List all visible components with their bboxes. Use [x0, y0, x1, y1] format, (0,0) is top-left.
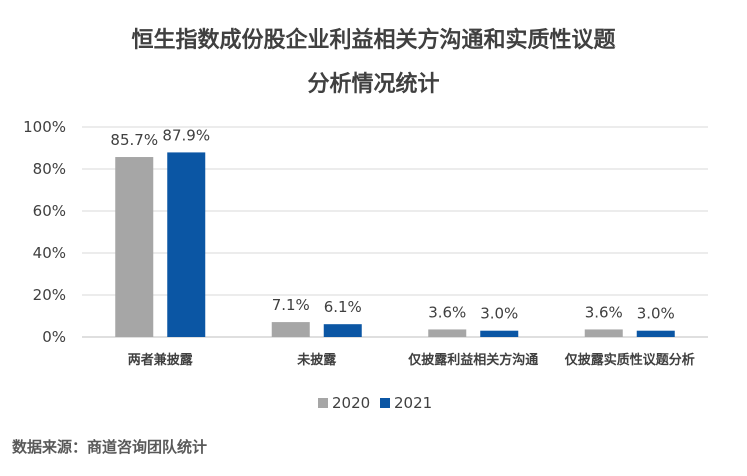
data-source-note: 数据来源：商道咨询团队统计 — [12, 438, 208, 456]
data-label: 3.0% — [480, 305, 518, 323]
x-category-label: 仅披露利益相关方沟通 — [407, 352, 538, 368]
data-label: 85.7% — [110, 131, 158, 149]
bar-2020 — [115, 157, 154, 337]
legend-label: 2021 — [394, 394, 432, 412]
chart-title-line2: 分析情况统计 — [307, 72, 440, 97]
legend-label: 2020 — [332, 394, 370, 412]
bar-2020 — [584, 329, 623, 337]
bar-2020 — [271, 322, 310, 337]
data-label: 3.6% — [428, 303, 466, 321]
bar-2021 — [480, 330, 519, 337]
bar-2021 — [323, 324, 362, 337]
bar-2020 — [428, 329, 467, 337]
x-category-label: 两者兼披露 — [128, 352, 194, 368]
y-tick-label: 80% — [33, 160, 66, 178]
legend-swatch — [380, 398, 390, 408]
data-label: 7.1% — [272, 296, 310, 314]
x-category-label: 未披露 — [296, 352, 337, 368]
bar-2021 — [636, 330, 675, 337]
x-category-label: 仅披露实质性议题分析 — [564, 352, 695, 368]
legend-swatch — [318, 398, 328, 408]
y-tick-label: 100% — [23, 118, 66, 136]
y-tick-label: 40% — [33, 244, 66, 262]
bar-2021 — [167, 152, 206, 337]
data-label: 6.1% — [324, 298, 362, 316]
data-label: 3.0% — [637, 305, 675, 323]
data-label: 87.9% — [162, 126, 210, 144]
y-tick-label: 20% — [33, 286, 66, 304]
y-tick-label: 0% — [42, 328, 66, 346]
data-label: 3.6% — [585, 303, 623, 321]
chart-title-line1: 恒生指数成份股企业利益相关方沟通和实质性议题 — [131, 28, 616, 53]
y-tick-label: 60% — [33, 202, 66, 220]
